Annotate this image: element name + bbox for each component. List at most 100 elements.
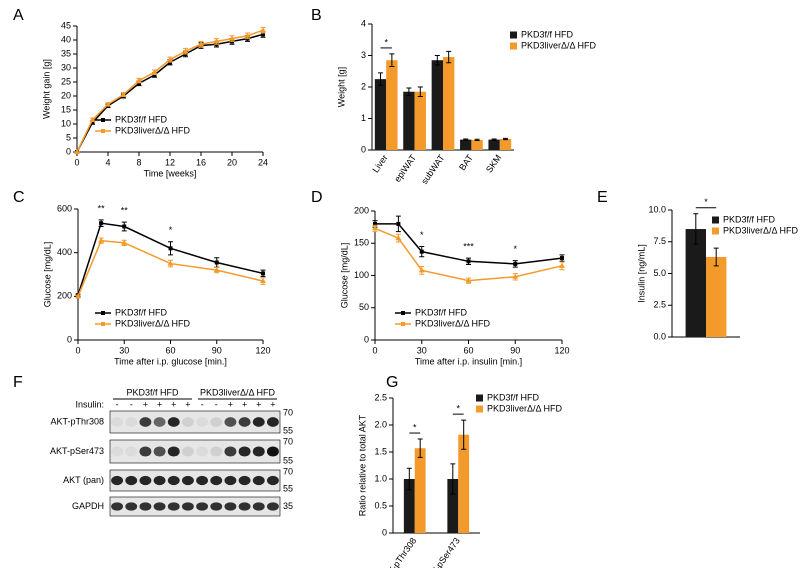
- blot-strip: [109, 439, 281, 464]
- legend-marker: [101, 118, 105, 122]
- y-tick-label: 2.0: [374, 419, 387, 429]
- blot-band: [266, 475, 279, 486]
- legend-label: PKD3f/f HFD: [521, 29, 574, 39]
- x-tick-label: 120: [255, 345, 270, 355]
- x-tick-label: 30: [119, 345, 129, 355]
- blot-band: [210, 475, 223, 486]
- blot-band: [238, 446, 251, 457]
- blot-band: [181, 475, 194, 486]
- blot-band: [238, 417, 251, 427]
- blot-band: [153, 417, 166, 427]
- y-tick-label: 0.5: [374, 500, 387, 510]
- size-marker: 70: [283, 436, 293, 446]
- x-tick-label: BAT: [457, 152, 475, 172]
- legend-label: PKD3f/f HFD: [487, 392, 540, 402]
- bar: [488, 139, 500, 150]
- legend-swatch: [476, 394, 483, 402]
- blot-strip: [109, 410, 281, 434]
- point: [121, 239, 128, 245]
- y-tick-label: 5.0: [653, 268, 666, 278]
- error-bar: [713, 247, 719, 267]
- y-tick-label: 150: [354, 238, 369, 248]
- x-tick-label: 16: [196, 157, 206, 167]
- legend-swatch: [510, 31, 517, 39]
- blot-band: [238, 475, 251, 486]
- y-tick-label: 4: [361, 18, 366, 28]
- legend-label: PKD3liverΔ/Δ HFD: [723, 225, 799, 235]
- point: [89, 116, 96, 122]
- bar: [414, 448, 426, 533]
- error-bar: [378, 72, 384, 86]
- y-axis-label: Insulin [ng/mL]: [636, 244, 646, 303]
- y-tick-label: 2.5: [653, 300, 666, 310]
- y-axis-label: Weight [g]: [336, 67, 346, 107]
- error-bar: [406, 87, 412, 97]
- point: [560, 256, 564, 261]
- x-tick-label: 12: [165, 157, 175, 167]
- blot-band: [125, 417, 138, 427]
- y-tick-label: 0: [364, 334, 369, 344]
- insulin-sign: +: [185, 399, 190, 409]
- blot-band: [252, 417, 265, 427]
- point: [167, 260, 174, 266]
- y-axis-label: Glucose [mg/dL]: [42, 242, 52, 308]
- blot-band: [153, 502, 166, 511]
- y-tick-label: 1: [361, 113, 366, 123]
- blot-band: [125, 502, 138, 511]
- y-tick-label: 7.5: [653, 236, 666, 246]
- row-label: GAPDH: [72, 501, 104, 511]
- y-tick-label: 0: [66, 146, 71, 156]
- panel-letter: C: [13, 189, 25, 206]
- blot-strip: [109, 469, 281, 492]
- point: [260, 278, 266, 284]
- legend-label: PKD3liverΔ/Δ HFD: [115, 318, 191, 328]
- significance-label: *: [513, 244, 517, 254]
- error-bar: [491, 138, 497, 141]
- error-bar: [406, 467, 412, 491]
- legend-marker: [401, 311, 405, 315]
- significance-label: ***: [463, 241, 474, 251]
- series-line: [374, 227, 563, 282]
- blot-band: [153, 475, 166, 486]
- blot-band: [196, 475, 209, 486]
- point: [213, 38, 220, 44]
- blot-band: [167, 502, 180, 511]
- blot-band: [181, 417, 194, 427]
- x-tick-label: subWAT: [419, 152, 447, 186]
- legend-marker: [101, 129, 105, 133]
- error-bar: [434, 55, 440, 66]
- legend-marker: [101, 322, 105, 326]
- point: [395, 235, 402, 241]
- point: [74, 149, 80, 154]
- bar: [431, 60, 443, 150]
- point: [419, 249, 424, 254]
- significance-label: *: [704, 197, 708, 207]
- point: [418, 267, 425, 273]
- blot-band: [111, 417, 124, 427]
- panel-letter: F: [13, 374, 23, 391]
- error-bar: [461, 419, 467, 450]
- significance-label: *: [169, 225, 173, 235]
- significance-label: *: [420, 230, 424, 240]
- y-tick-label: 3: [361, 50, 366, 60]
- point: [167, 56, 173, 62]
- legend-swatch: [712, 216, 719, 224]
- error-bar: [502, 137, 508, 141]
- blot-band: [252, 502, 265, 511]
- point: [168, 246, 173, 251]
- insulin-sign: -: [215, 399, 218, 409]
- blot-band: [181, 446, 194, 457]
- point: [75, 293, 81, 299]
- point: [261, 32, 265, 37]
- legend-label: PKD3f/f HFD: [415, 307, 468, 317]
- blot-band: [266, 502, 279, 511]
- point: [152, 73, 157, 77]
- y-tick-label: 2: [361, 81, 366, 91]
- insulin-label: Insulin:: [75, 399, 104, 409]
- blot-band: [139, 475, 152, 486]
- x-tick-label: 8: [136, 157, 141, 167]
- x-tick-label: 0: [75, 345, 80, 355]
- panel: C 0 200 400 600 Glucose [mg/dL] 0 30 60 90 120 Time…: [13, 189, 271, 366]
- bar: [374, 79, 387, 150]
- insulin-sign: +: [157, 399, 162, 409]
